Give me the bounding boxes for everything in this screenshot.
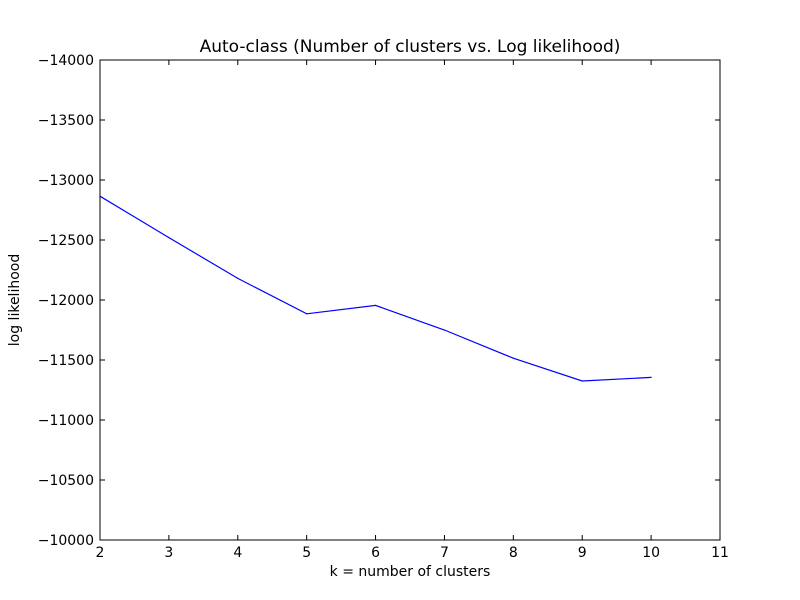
x-tick-label: 10 — [642, 545, 660, 561]
y-tick-label: −11500 — [38, 353, 94, 369]
data-point — [650, 376, 652, 378]
x-axis-label: k = number of clusters — [330, 564, 491, 580]
ticks-layer: 2 3 4 5 6 7 8 9 10 11 −10000 −10500 −11000 −11500 −120… — [38, 53, 729, 561]
x-tick-label: 7 — [440, 545, 449, 561]
data-point — [443, 329, 446, 331]
y-axis-label: log likelihood — [7, 254, 23, 346]
x-tick-label: 6 — [371, 545, 380, 561]
plot-area — [100, 60, 720, 540]
plot-frame — [99, 59, 721, 541]
chart-title: Auto-class (Number of clusters vs. Log l… — [200, 37, 621, 57]
x-tick-label: 9 — [578, 545, 587, 561]
x-tick-label: 4 — [233, 545, 242, 561]
y-tick-label: −11000 — [38, 413, 94, 429]
y-tick-label: −14000 — [38, 53, 94, 69]
x-tick-label: 5 — [302, 545, 311, 561]
y-tick-label: −10500 — [38, 473, 94, 489]
y-tick-label: −10000 — [38, 533, 94, 549]
x-tick-label: 3 — [164, 545, 173, 561]
data-point — [168, 237, 170, 239]
y-tick-label: −13000 — [38, 173, 94, 189]
data-point — [374, 304, 377, 306]
y-tick-label: −12000 — [38, 293, 94, 309]
y-tick-label: −12500 — [38, 233, 94, 249]
x-tick-label: 8 — [509, 545, 518, 561]
data-point — [306, 313, 308, 315]
data-point — [237, 277, 239, 279]
y-tick-label: −13500 — [38, 113, 94, 129]
x-tick-label: 11 — [711, 545, 729, 561]
data-point — [581, 380, 583, 382]
data-point — [512, 357, 514, 359]
x-tick-label: 2 — [96, 545, 105, 561]
